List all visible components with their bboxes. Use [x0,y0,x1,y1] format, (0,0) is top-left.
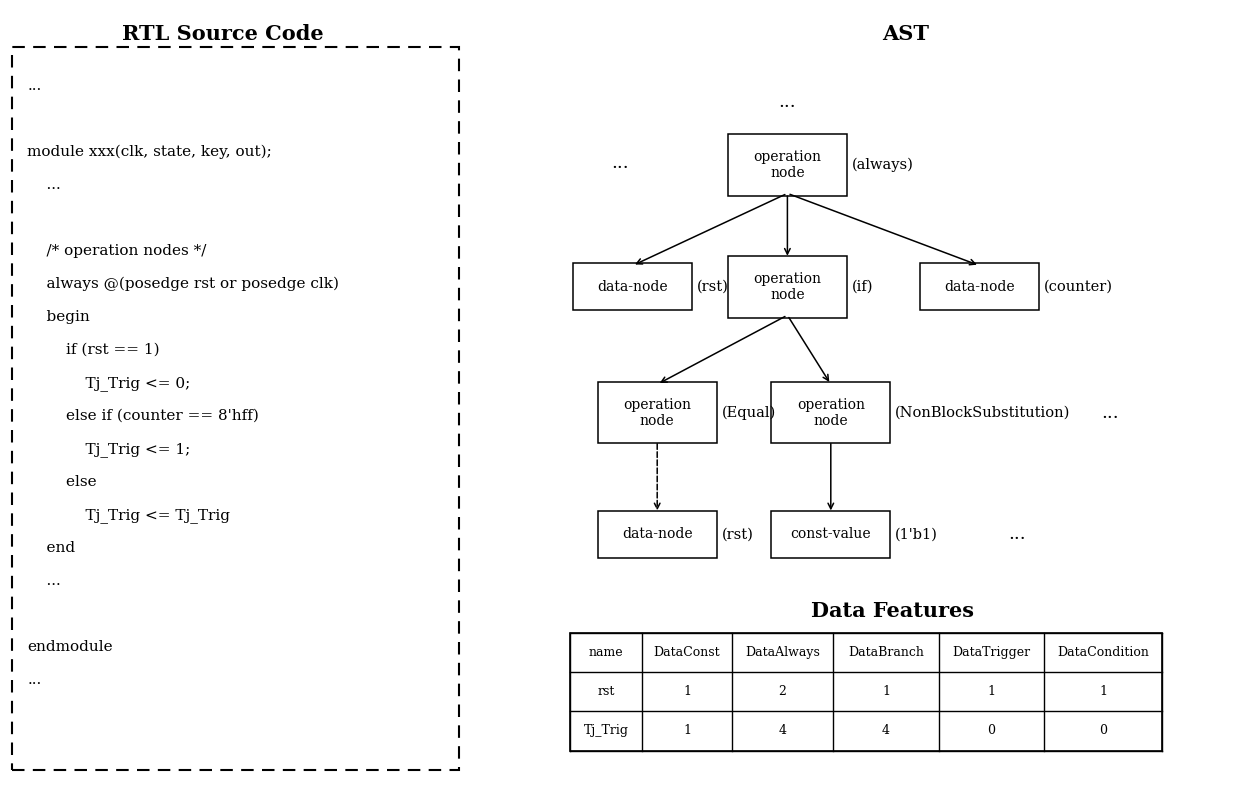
Text: rst: rst [598,685,615,698]
Text: 1: 1 [882,685,890,698]
Text: operation
node: operation node [624,398,691,428]
Text: (always): (always) [852,158,914,172]
Text: 1: 1 [987,685,996,698]
Text: 1: 1 [683,725,691,737]
FancyBboxPatch shape [728,134,847,196]
Text: (rst): (rst) [697,280,729,294]
Text: 4: 4 [882,725,890,737]
Text: data-node: data-node [598,280,667,294]
Text: always @(posedge rst or posedge clk): always @(posedge rst or posedge clk) [27,277,340,291]
FancyBboxPatch shape [771,511,890,558]
Text: Tj_Trig <= 1;: Tj_Trig <= 1; [27,442,191,457]
FancyBboxPatch shape [573,263,692,310]
Text: 2: 2 [779,685,786,698]
Text: RTL Source Code: RTL Source Code [123,24,324,43]
FancyBboxPatch shape [728,256,847,318]
FancyBboxPatch shape [570,633,1162,751]
Text: else: else [27,475,97,489]
Text: ...: ... [1101,404,1118,421]
Text: operation
node: operation node [797,398,864,428]
Text: Data Features: Data Features [811,601,975,621]
FancyBboxPatch shape [598,382,717,443]
Text: (rst): (rst) [722,527,754,542]
Text: (1'b1): (1'b1) [895,527,939,542]
Text: DataConst: DataConst [653,646,720,659]
Text: Tj_Trig <= 0;: Tj_Trig <= 0; [27,376,191,391]
Text: 4: 4 [779,725,786,737]
Text: DataBranch: DataBranch [848,646,924,659]
Text: Tj_Trig <= Tj_Trig: Tj_Trig <= Tj_Trig [27,508,231,523]
Text: operation
node: operation node [754,150,821,180]
Text: endmodule: endmodule [27,640,113,654]
FancyBboxPatch shape [598,511,717,558]
FancyBboxPatch shape [920,263,1039,310]
Text: AST: AST [882,24,929,43]
Text: /* operation nodes */: /* operation nodes */ [27,244,207,258]
Text: ...: ... [1008,526,1025,543]
Text: (NonBlockSubstitution): (NonBlockSubstitution) [895,406,1070,420]
Text: 0: 0 [1099,725,1107,737]
Text: ...: ... [779,94,796,111]
Text: DataTrigger: DataTrigger [952,646,1030,659]
FancyBboxPatch shape [771,382,890,443]
Text: 1: 1 [1099,685,1107,698]
Text: name: name [589,646,624,659]
Text: const-value: const-value [790,527,872,542]
Text: ...: ... [27,574,61,588]
Text: 0: 0 [987,725,996,737]
Text: Tj_Trig: Tj_Trig [584,725,629,737]
Text: if (rst == 1): if (rst == 1) [27,343,160,357]
Text: operation
node: operation node [754,272,821,302]
Text: ...: ... [27,79,41,93]
Text: data-node: data-node [622,527,692,542]
Text: ...: ... [27,673,41,687]
Text: ...: ... [27,178,61,192]
Text: DataAlways: DataAlways [745,646,820,659]
Text: 1: 1 [683,685,691,698]
Text: (counter): (counter) [1044,280,1114,294]
Text: (Equal): (Equal) [722,406,776,420]
Text: data-node: data-node [945,280,1014,294]
Text: module xxx(clk, state, key, out);: module xxx(clk, state, key, out); [27,145,272,159]
Text: (if): (if) [852,280,873,294]
Text: else if (counter == 8'hff): else if (counter == 8'hff) [27,409,259,423]
Text: end: end [27,541,76,555]
Text: DataCondition: DataCondition [1056,646,1149,659]
Text: begin: begin [27,310,91,324]
Text: ...: ... [611,154,629,171]
